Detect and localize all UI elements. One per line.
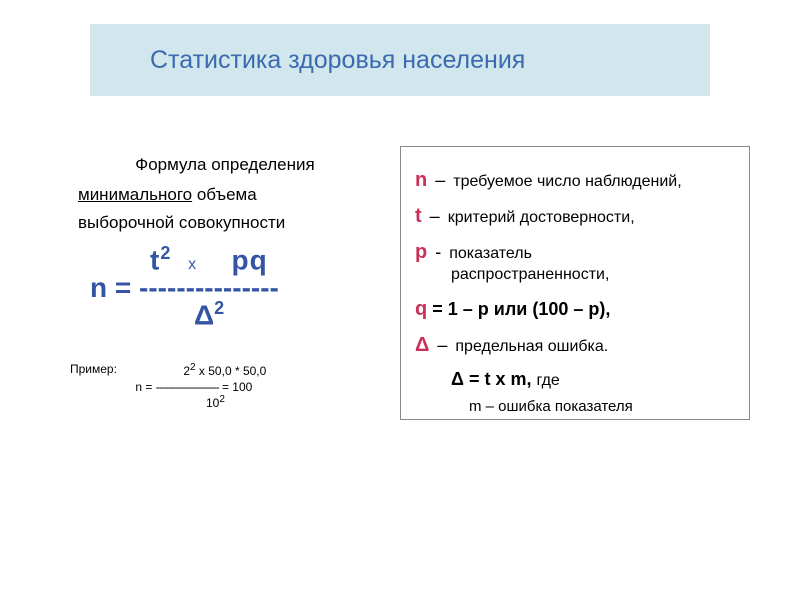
def-n: n – требуемое число наблюдений, bbox=[415, 167, 737, 193]
intro-line-1: Формула определения bbox=[70, 155, 380, 175]
legend-box: n – требуемое число наблюдений, t – крит… bbox=[400, 146, 750, 420]
formula-mult: х bbox=[188, 256, 197, 273]
formula-delta-sup: 2 bbox=[214, 298, 224, 318]
dash-p: - bbox=[430, 242, 446, 262]
example-numerator: 22 х 50,0 * 50,0 bbox=[135, 364, 266, 378]
formula-numerator: t2 х pq bbox=[90, 243, 380, 276]
def-delta: Δ – предельная ошибка. bbox=[415, 332, 737, 358]
sym-t: t bbox=[415, 205, 422, 227]
formula-pq: pq bbox=[231, 244, 267, 275]
delta-formula-text: Δ = t х m, bbox=[451, 369, 536, 389]
page-title: Статистика здоровья населения bbox=[150, 46, 525, 75]
intro-line-2: минимального объема bbox=[70, 185, 380, 205]
formula-block: t2 х pq n = --------------- Δ2 bbox=[70, 243, 380, 332]
ex-denom: 10 bbox=[206, 396, 219, 410]
desc-p2: распространенности, bbox=[415, 265, 737, 286]
formula-t: t bbox=[150, 244, 160, 275]
def-p: p - показатель распространенности, bbox=[415, 239, 737, 286]
sym-p: p bbox=[415, 241, 427, 263]
intro-line-2b: объема bbox=[192, 185, 257, 204]
example-row-2: n = --------------------- = 100 bbox=[70, 380, 380, 394]
title-bar: Статистика здоровья населения bbox=[90, 24, 710, 96]
ex-num-rest: х 50,0 * 50,0 bbox=[196, 364, 267, 378]
dash-n: – bbox=[430, 170, 450, 190]
intro-line-3: выборочной совокупности bbox=[70, 213, 380, 233]
formula-section: Формула определения минимального объема … bbox=[70, 155, 380, 410]
desc-n: требуемое число наблюдений, bbox=[453, 173, 681, 190]
example-label: Пример: bbox=[70, 362, 132, 376]
ex-dashes: --------------------- bbox=[156, 380, 219, 394]
delta-where: где bbox=[536, 372, 559, 389]
desc-delta: предельная ошибка. bbox=[455, 338, 608, 355]
desc-q: = 1 – p или (100 – p), bbox=[427, 299, 610, 319]
def-t: t – критерий достоверности, bbox=[415, 203, 737, 229]
sym-n: n bbox=[415, 169, 427, 191]
ex-n-eq: n = bbox=[135, 380, 155, 394]
def-m: m – ошибка показателя bbox=[415, 398, 737, 415]
def-q: q = 1 – p или (100 – p), bbox=[415, 296, 737, 322]
ex-result: = 100 bbox=[219, 380, 253, 394]
def-delta-formula: Δ = t х m, где bbox=[415, 368, 737, 392]
formula-delta: Δ bbox=[194, 300, 214, 331]
example-row-1: Пример: 22 х 50,0 * 50,0 bbox=[70, 362, 380, 378]
desc-p1: показатель bbox=[449, 245, 532, 262]
ex-denom-sup: 2 bbox=[219, 394, 225, 405]
example-row-3: 102 bbox=[70, 394, 380, 410]
dash-delta: – bbox=[432, 335, 452, 355]
formula-n-eq: n = bbox=[90, 272, 139, 303]
intro-underline: минимального bbox=[78, 185, 192, 204]
example-block: Пример: 22 х 50,0 * 50,0 n = -----------… bbox=[70, 362, 380, 410]
sym-delta: Δ bbox=[415, 334, 429, 356]
dash-t: – bbox=[425, 206, 445, 226]
formula-t-sup: 2 bbox=[160, 243, 171, 263]
sym-q: q bbox=[415, 298, 427, 320]
desc-t: критерий достоверности, bbox=[448, 209, 635, 226]
